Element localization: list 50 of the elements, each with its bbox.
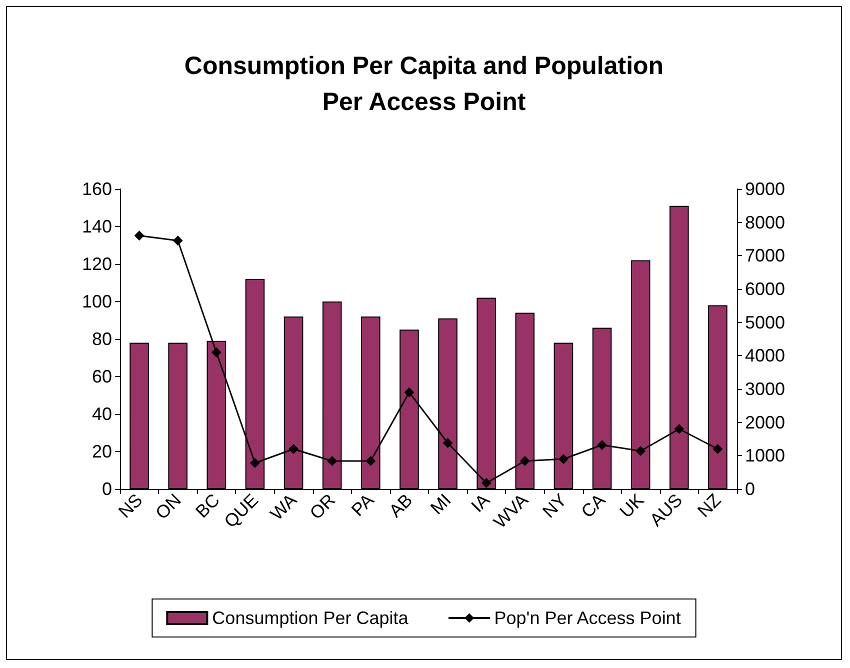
x-tick-label: WA <box>266 490 301 524</box>
point <box>442 438 453 448</box>
y2-tick-label: 4000 <box>745 346 786 366</box>
point <box>481 478 492 488</box>
x-tick-label: UK <box>616 490 648 522</box>
y2-tick-label: 6000 <box>745 279 786 299</box>
y2-tick-label: 3000 <box>745 379 786 399</box>
point <box>211 347 222 358</box>
x-tick-label: OR <box>306 490 340 524</box>
y2-tick-label: 8000 <box>745 212 786 232</box>
legend-label: Consumption Per Capita <box>212 608 410 628</box>
point <box>712 444 723 454</box>
x-tick-label: CA <box>577 490 610 522</box>
y2-tick-label: 9000 <box>745 179 786 199</box>
point <box>288 444 299 454</box>
x-tick-label: NY <box>538 490 571 522</box>
x-tick-label: BC <box>192 490 224 522</box>
y-tick-label: 0 <box>102 479 112 499</box>
y2-tick-label: 5000 <box>745 312 786 332</box>
chart-title: Consumption Per Capita and Population Per Access Point <box>184 52 664 116</box>
x-tick-label: ON <box>152 490 185 524</box>
y-tick-label: 80 <box>92 329 112 349</box>
x-tick-label: PA <box>348 490 378 520</box>
point <box>404 387 414 398</box>
x-tick-label: NS <box>114 490 146 522</box>
y2-tick-label: 7000 <box>745 246 786 266</box>
point <box>558 454 568 464</box>
y-tick-label: 40 <box>92 404 112 424</box>
point <box>134 230 144 241</box>
y-tick-label: 120 <box>82 254 112 274</box>
point <box>366 456 376 466</box>
y-tick-label: 160 <box>82 179 112 199</box>
y2-tick-label: 2000 <box>745 412 786 432</box>
x-tick-label: NZ <box>694 490 725 522</box>
point <box>327 456 338 466</box>
point <box>636 446 646 456</box>
point <box>250 458 260 468</box>
y-tick-label: 140 <box>82 216 112 236</box>
x-tick-label: AB <box>385 490 416 522</box>
point <box>674 424 684 434</box>
y2-tick-label: 0 <box>745 479 756 499</box>
point <box>520 456 530 466</box>
point <box>172 236 183 246</box>
point <box>597 440 608 450</box>
x-tick-label: MI <box>426 490 455 518</box>
y-tick-label: 100 <box>82 292 112 312</box>
y2-tick-label: 1000 <box>745 446 786 466</box>
y-tick-label: 20 <box>92 442 112 462</box>
y-tick-label: 60 <box>92 366 112 386</box>
legend-label: Pop'n Per Access Point <box>494 608 681 628</box>
